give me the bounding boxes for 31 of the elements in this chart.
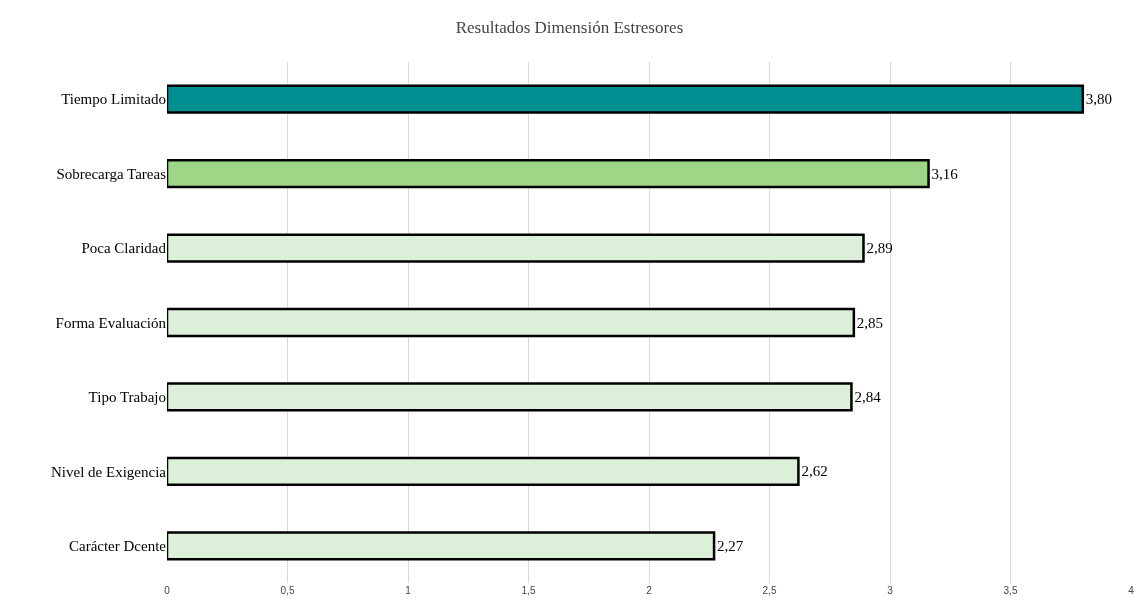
- y-tick-label: Tipo Trabajo: [88, 389, 166, 406]
- y-tick-label: Nivel de Exigencia: [51, 463, 167, 480]
- x-tick-label: 0,5: [280, 585, 295, 596]
- bar: [167, 233, 865, 263]
- y-tick-label: Forma Evaluación: [55, 314, 167, 331]
- x-tick-label: 0: [164, 585, 171, 596]
- bar: [167, 456, 800, 486]
- x-tick-label: 2: [646, 585, 653, 596]
- bar: [167, 307, 856, 338]
- chart-title: Resultados Dimensión Estresores: [455, 18, 684, 38]
- bar: [167, 159, 930, 189]
- data-label: 2,85: [856, 314, 884, 331]
- x-tick-label: 3,5: [1003, 585, 1018, 596]
- bar: [167, 84, 1085, 114]
- x-tick-label: 1,5: [521, 585, 536, 596]
- x-tick-label: 4: [1128, 585, 1135, 596]
- data-label: 2,84: [854, 388, 882, 405]
- y-tick-label: Poca Claridad: [81, 240, 167, 257]
- bar: [167, 382, 853, 412]
- data-label: 3,16: [931, 165, 959, 182]
- y-tick-label: Sobrecarga Tareas: [56, 165, 167, 182]
- data-label: 2,27: [717, 537, 744, 554]
- data-label: 2,62: [801, 463, 828, 480]
- data-label: 3,80: [1085, 91, 1113, 108]
- x-tick-label: 2,5: [762, 585, 777, 596]
- y-tick-label: Tiempo Limitado: [61, 91, 166, 108]
- y-tick-label: Carácter Dcente: [68, 538, 167, 555]
- bar: [167, 531, 716, 561]
- data-label: 2,89: [866, 240, 893, 257]
- x-tick-label: 1: [405, 585, 412, 596]
- x-tick-label: 3: [887, 585, 894, 596]
